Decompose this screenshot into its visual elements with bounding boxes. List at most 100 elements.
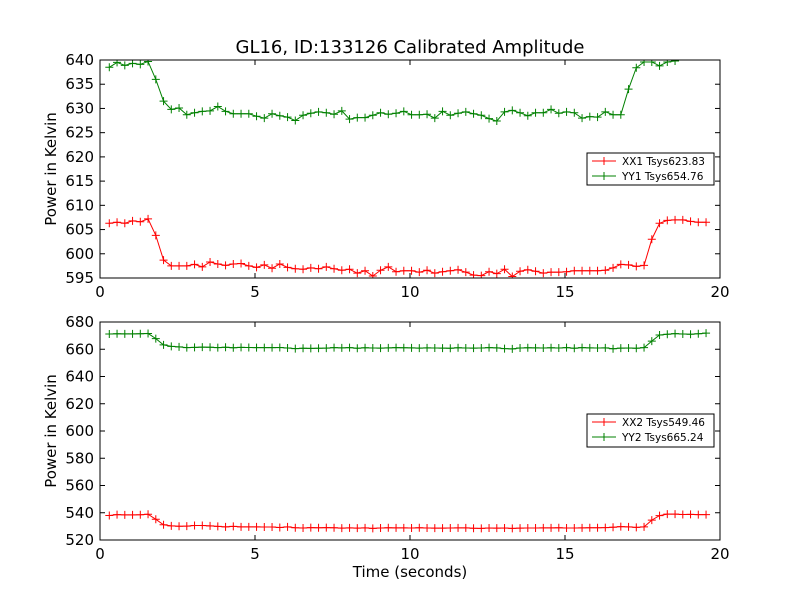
top-series-2-point: [523, 111, 532, 120]
bottom-series-2-point: [678, 329, 687, 338]
bottom-series-1-point: [593, 523, 602, 532]
top-ytick-label: 640: [65, 51, 94, 69]
bottom-series-1-point: [151, 515, 160, 524]
bottom-series-1-point: [128, 510, 137, 519]
bottom-series-2-point: [206, 343, 215, 352]
top-series-2-point: [229, 109, 238, 118]
bottom-series-2-point: [609, 344, 618, 353]
top-series-2-point: [151, 75, 160, 84]
top-series-1-point: [159, 256, 168, 265]
bottom-series-1-point: [368, 524, 377, 533]
bottom-legend-entry-2: YY2 Tsys665.24: [592, 432, 704, 444]
top-series-2-point: [516, 108, 525, 117]
bottom-series-2: [105, 329, 711, 353]
bottom-series-2-point: [314, 344, 323, 353]
bottom-series-2-point: [237, 343, 246, 352]
bottom-series-1-point: [353, 524, 362, 533]
bottom-legend-entry-1: XX2 Tsys549.46: [592, 417, 705, 429]
top-series-1-point: [113, 218, 122, 227]
bottom-series-1-point: [384, 523, 393, 532]
top-series-1-point: [345, 265, 354, 274]
bottom-series-1-point: [469, 524, 478, 533]
bottom-series-1-point: [632, 523, 641, 532]
bottom-series-1-point: [686, 510, 695, 519]
top-series-layer: [105, 60, 711, 278]
top-series-1-point: [516, 267, 525, 276]
top-series-1-point: [485, 267, 494, 276]
top-series-1-point: [492, 269, 501, 278]
bottom-series-1-point: [516, 524, 525, 533]
top-series-2-point: [213, 102, 222, 111]
top-series-2-point: [136, 60, 145, 69]
bottom-series-2-point: [291, 344, 300, 353]
bottom-series-1-point: [113, 510, 122, 519]
top-series-2-point: [159, 97, 168, 106]
top-ytick-label: 635: [65, 75, 94, 93]
top-series-1-point: [562, 267, 571, 276]
bottom-legend-box: [586, 413, 715, 448]
bottom-xtick-label: 10: [400, 545, 419, 563]
top-series-1-point: [678, 215, 687, 224]
bottom-legend-label-2: YY2 Tsys665.24: [621, 432, 704, 444]
top-series-1-point: [361, 266, 370, 275]
top-series-2-point: [500, 107, 509, 116]
top-series-2-point: [120, 61, 129, 70]
bottom-series-2-point: [415, 344, 424, 353]
bottom-series-1-point: [663, 510, 672, 519]
top-series-2-point: [244, 109, 253, 118]
top-series-1-point: [694, 218, 703, 227]
top-series-1-point: [337, 266, 346, 275]
bottom-panel: Power in Kelvin Time (seconds) 0 5 10 15 20 5…: [42, 313, 730, 581]
bottom-series-1: [105, 510, 711, 533]
bottom-series-2-point: [260, 343, 269, 352]
top-series-2-point: [647, 60, 656, 66]
top-series-2-point: [361, 113, 370, 122]
bottom-series-1-point: [671, 510, 680, 519]
top-series-1-point: [136, 217, 145, 226]
top-xtick-label: 20: [710, 283, 729, 301]
bottom-series-2-point: [113, 329, 122, 338]
bottom-series-1-point: [531, 524, 540, 533]
bottom-series-2-point: [539, 344, 548, 353]
top-series-1-point: [229, 259, 238, 268]
bottom-series-2-point: [299, 344, 308, 353]
top-legend-label-1: XX1 Tsys623.83: [622, 156, 705, 168]
top-series-1-point: [647, 235, 656, 244]
top-series-2-point: [128, 60, 137, 68]
bottom-series-1-point: [407, 524, 416, 533]
top-series-1-point: [182, 261, 191, 270]
top-series-2-point: [368, 111, 377, 120]
bottom-series-1-point: [616, 522, 625, 531]
bottom-series-2-point: [671, 329, 680, 338]
top-series-2-point: [570, 108, 579, 117]
top-series-1-point: [570, 266, 579, 275]
top-series-1-point: [616, 260, 625, 269]
bottom-series-2-point: [368, 344, 377, 353]
top-series-2-point: [609, 110, 618, 119]
bottom-panel-plot-area: 0 5 10 15 20 520 540 560 580 600 620 640 660 680 XX2 T…: [65, 313, 729, 563]
top-series-1-point: [500, 265, 509, 274]
bottom-series-2-point: [663, 330, 672, 339]
top-series-1-point: [213, 259, 222, 268]
bottom-series-1-point: [399, 523, 408, 532]
bottom-series-2-point: [624, 344, 633, 353]
top-series-2-point: [547, 105, 556, 114]
bottom-ytick-label: 520: [65, 531, 94, 549]
top-ytick-label: 610: [65, 196, 94, 214]
bottom-xtick-label: 5: [250, 545, 260, 563]
bottom-series-1-point: [283, 522, 292, 531]
top-series-2-point: [663, 60, 672, 66]
bottom-series-1-point: [198, 521, 207, 530]
bottom-series-2-point: [399, 343, 408, 352]
top-series-1-point: [624, 260, 633, 269]
top-series-1-point: [151, 231, 160, 240]
top-series-2-point: [175, 103, 184, 112]
bottom-series-2-point: [229, 343, 238, 352]
top-series-2-point: [206, 106, 215, 115]
bottom-series-2-point: [221, 343, 230, 352]
top-series-2-point: [283, 113, 292, 122]
bottom-series-2-point: [322, 344, 331, 353]
top-series-2-point: [601, 107, 610, 116]
bottom-series-1-point: [322, 523, 331, 532]
